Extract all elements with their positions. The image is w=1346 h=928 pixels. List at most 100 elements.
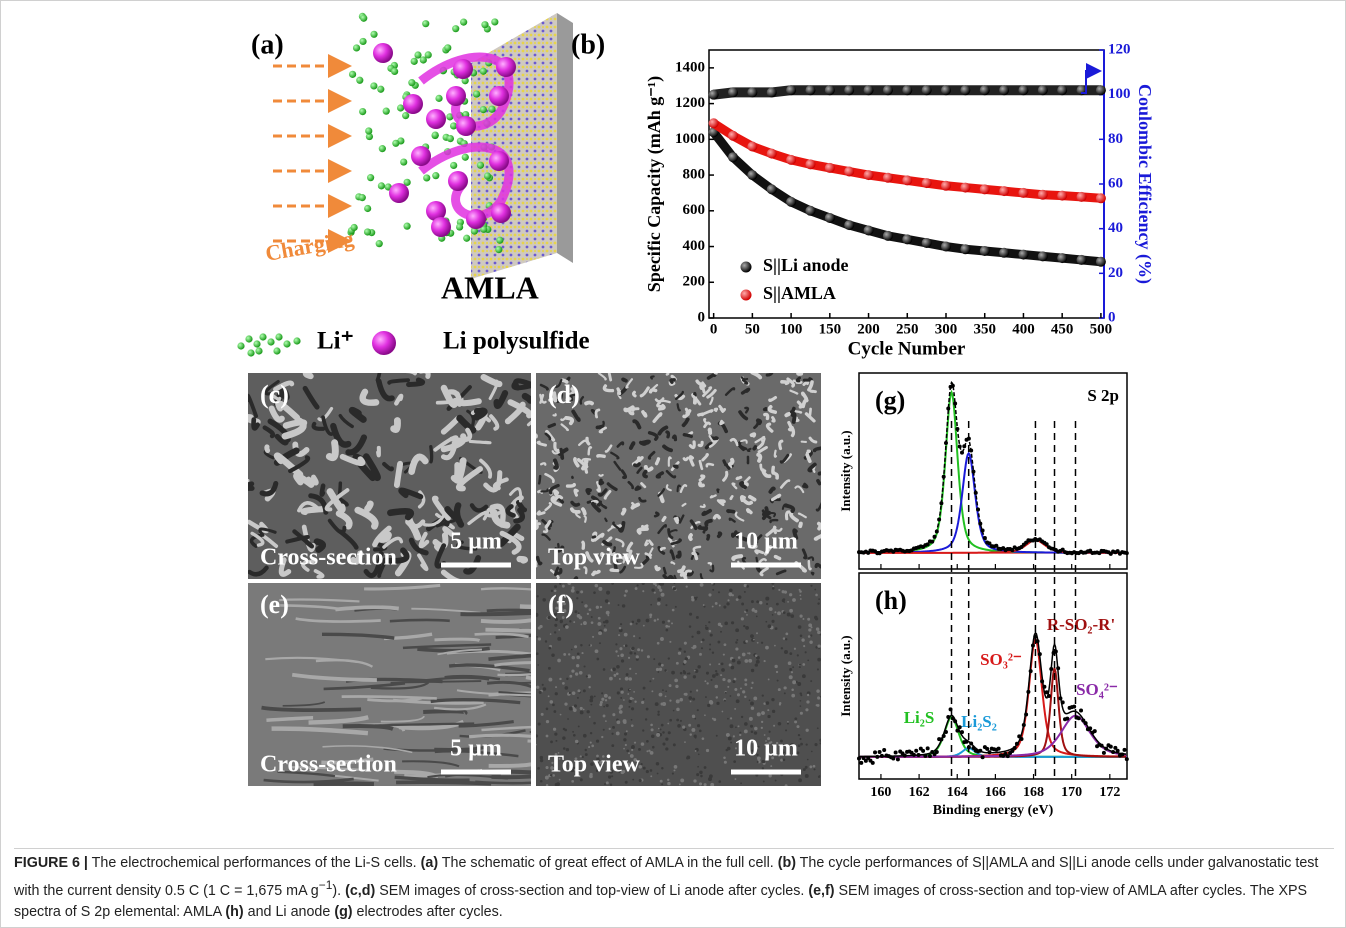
sem-feature: [548, 677, 553, 682]
y-axis-label: Specific Capacity (mAh g⁻¹): [644, 76, 665, 292]
sem-feature: [616, 720, 621, 725]
sem-feature: [511, 531, 525, 542]
li-ion: [479, 67, 487, 75]
sem-feature: [590, 762, 594, 766]
sem-feature: [642, 698, 645, 700]
sem-feature: [688, 696, 693, 700]
sem-feature: [587, 674, 592, 679]
caption-text: The cycle performances of S||AMLA and S|…: [14, 855, 1319, 899]
raw-point: [957, 444, 962, 449]
sem-feature: [817, 644, 821, 648]
sem-feature: [671, 434, 678, 442]
li-ion: [392, 139, 400, 147]
li-ion: [419, 56, 427, 64]
sem-feature: [313, 569, 325, 579]
li-ion: [375, 240, 383, 248]
y-tick-label: 1400: [675, 59, 705, 75]
x-tick-label: 0: [710, 321, 718, 337]
legend-li-icon: [275, 333, 283, 341]
sem-feature: [434, 637, 481, 642]
raw-point: [950, 716, 955, 721]
li-ion: [365, 127, 373, 135]
sem-feature: [567, 718, 569, 720]
sem-feature: [679, 697, 684, 702]
legend-li-icon: [283, 340, 291, 348]
sem-feature: [709, 436, 719, 441]
sem-feature: [679, 484, 688, 494]
raw-point: [873, 750, 878, 755]
sem-feature: [809, 389, 817, 394]
sem-feature: [792, 528, 799, 540]
sem-feature: [641, 410, 648, 418]
li-ion: [352, 44, 361, 52]
sem-feature: [810, 750, 813, 753]
sem-feature: [671, 608, 675, 612]
sem-feature: [665, 430, 671, 439]
sem-feature: [562, 736, 566, 740]
sem-feature: [338, 529, 359, 550]
raw-point: [1111, 749, 1116, 754]
sem-feature: [765, 525, 777, 537]
sem-feature: [573, 576, 579, 579]
sem-feature: [278, 557, 292, 577]
polysulfide: [431, 217, 451, 237]
sem-feature: [697, 765, 699, 768]
sem-feature: [747, 652, 749, 654]
sem-feature: [641, 524, 649, 529]
raw-point: [921, 748, 926, 753]
raw-point: [925, 746, 930, 751]
peak-label: SO₃²⁻: [980, 650, 1022, 669]
sem-feature: [714, 684, 719, 689]
sem-feature: [626, 762, 631, 767]
sem-feature: [625, 730, 628, 733]
sem-feature: [545, 707, 549, 711]
sem-feature: [588, 716, 591, 718]
data-point: [941, 241, 951, 252]
sem-feature: [632, 419, 642, 430]
caption-text: SEM images of cross-section and top-view…: [14, 882, 1308, 920]
sem-feature: [701, 737, 705, 740]
sem-feature: [620, 659, 625, 663]
raw-point: [971, 746, 976, 751]
sem-feature: [549, 633, 552, 635]
sem-feature: [636, 526, 649, 535]
sem-feature: [730, 530, 738, 538]
sem-feature: [691, 551, 699, 561]
x-tick-label: 150: [819, 321, 842, 337]
raw-point: [1026, 689, 1031, 694]
sem-feature: [589, 731, 593, 735]
sem-feature: [480, 618, 531, 624]
sem-feature: [785, 729, 788, 732]
raw-point: [866, 756, 871, 761]
sem-feature: [640, 649, 644, 652]
legend-li-icon: [245, 335, 253, 343]
sem-feature: [621, 604, 626, 608]
sem-feature: [657, 425, 669, 436]
sem-view: Cross-section: [260, 545, 397, 571]
sem-feature: [539, 755, 543, 760]
sem-feature: [775, 741, 779, 745]
sem-feature: [657, 727, 660, 730]
sem-feature: [817, 630, 821, 635]
sem-feature: [536, 519, 541, 526]
sem-feature: [751, 681, 754, 684]
sem-feature: [802, 617, 805, 620]
x-tick-label: 160: [870, 785, 891, 800]
sem-feature: [647, 431, 659, 441]
sem-feature: [673, 583, 676, 585]
sem-feature: [750, 600, 754, 604]
raw-point: [1021, 723, 1026, 728]
sem-feature: [580, 623, 583, 626]
sem-feature: [654, 457, 661, 466]
sem-feature: [549, 700, 554, 704]
sem-feature: [538, 690, 542, 694]
sem-feature: [748, 658, 753, 663]
sem-feature: [456, 396, 482, 407]
sem-feature: [588, 746, 591, 749]
sem-feature: [635, 655, 639, 659]
sem-feature: [262, 425, 276, 439]
sem-feature: [248, 478, 250, 483]
sem-feature: [587, 446, 593, 456]
sem-feature: [321, 757, 374, 765]
sem-feature: [590, 616, 593, 619]
